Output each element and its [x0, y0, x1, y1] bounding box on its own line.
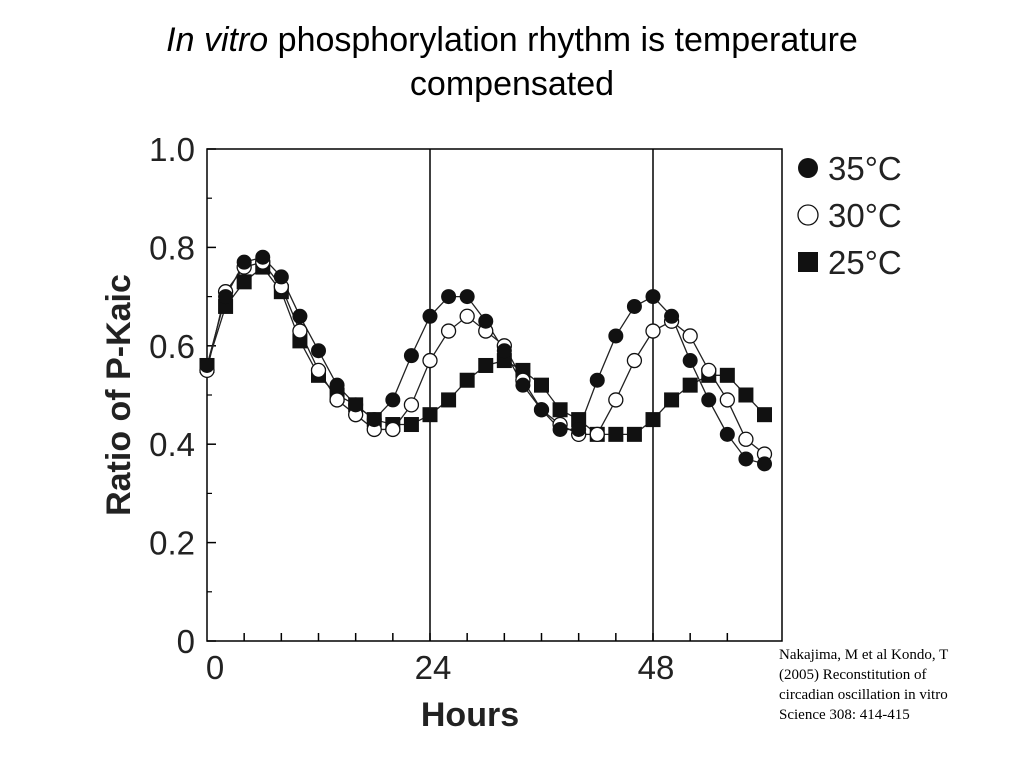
data-point: [273, 269, 289, 285]
data-point: [534, 402, 549, 418]
x-tick-label: 48: [638, 649, 675, 686]
legend-label: 35°C: [828, 150, 902, 187]
data-point: [310, 362, 327, 379]
data-point: [645, 323, 661, 339]
x-tick-label: 24: [415, 649, 452, 686]
data-point: [385, 392, 401, 408]
data-point: [682, 353, 698, 369]
data-point: [403, 348, 419, 364]
data-point: [626, 352, 643, 369]
plot-frame: [206, 148, 783, 642]
y-tick-label: 1.0: [149, 131, 195, 168]
data-point: [664, 308, 680, 324]
data-point: [403, 397, 420, 413]
data-point: [236, 274, 252, 290]
data-point: [366, 412, 382, 428]
y-tick-label: 0.2: [149, 525, 195, 562]
data-point: [738, 451, 754, 467]
citation-line: Nakajima, M et al Kondo, T: [779, 647, 949, 663]
data-point: [738, 387, 754, 403]
data-point: [515, 377, 531, 393]
data-point: [645, 412, 661, 428]
title-line-1: In vitro phosphorylation rhythm is tempe…: [0, 18, 1024, 62]
data-point: [682, 377, 698, 393]
data-point: [757, 407, 772, 423]
data-point: [738, 431, 754, 447]
data-point: [571, 421, 587, 437]
citation-line: (2005) Reconstitution of: [779, 667, 927, 683]
y-tick-label: 0.4: [149, 426, 195, 463]
data-point: [478, 313, 494, 329]
data-point: [403, 417, 419, 433]
data-point: [292, 308, 308, 324]
data-point: [440, 323, 457, 339]
legend: 35°C 30°C 25°C: [797, 150, 902, 281]
y-axis-ticks: 0 0.2 0.4 0.6 0.8 1.0: [149, 131, 216, 660]
data-point: [236, 254, 252, 270]
series-line: [206, 266, 765, 436]
data-point: [757, 456, 772, 472]
x-tick-label: 0: [206, 649, 224, 686]
data-point: [478, 357, 494, 373]
data-point: [459, 372, 475, 388]
vertical-reference-lines: [429, 149, 654, 641]
data-point: [311, 343, 326, 359]
data-point: [459, 308, 475, 324]
data-point: [441, 289, 457, 305]
data-point: [626, 426, 642, 442]
data-point: [589, 372, 605, 388]
data-point: [422, 308, 438, 324]
data-point: [664, 392, 680, 408]
data-point: [199, 357, 215, 373]
data-point: [422, 407, 438, 423]
data-point: [719, 426, 735, 442]
y-tick-label: 0.6: [149, 328, 195, 365]
data-point: [422, 352, 438, 369]
legend-marker: [798, 252, 818, 272]
y-tick-label: 0.8: [149, 229, 195, 266]
data-point: [608, 392, 624, 408]
data-point: [626, 298, 642, 314]
citation-line: Science 308: 414-415: [779, 707, 910, 723]
data-point: [459, 289, 475, 305]
data-point: [496, 343, 512, 359]
data-point: [385, 421, 401, 438]
y-tick-label: 0: [177, 623, 195, 660]
slide-title: In vitro phosphorylation rhythm is tempe…: [0, 18, 1024, 106]
data-point: [552, 402, 568, 418]
data-point: [682, 328, 698, 344]
data-point: [329, 392, 345, 408]
data-point: [218, 289, 234, 305]
data-point: [701, 392, 717, 408]
data-point: [608, 328, 624, 344]
data-point: [534, 377, 549, 393]
data-point: [645, 289, 661, 305]
series-points: [199, 249, 773, 472]
legend-marker: [798, 158, 818, 178]
data-point: [255, 249, 271, 265]
data-point: [719, 392, 735, 408]
legend-label: 30°C: [828, 197, 902, 234]
data-point: [552, 421, 568, 437]
data-point: [348, 397, 364, 413]
data-point: [329, 377, 345, 393]
y-axis-label: Ratio of P-Kaic: [100, 274, 138, 516]
title-line-2: compensated: [409, 65, 615, 103]
title-italic: In vitro: [166, 21, 269, 59]
data-point: [608, 426, 624, 442]
data-point: [292, 323, 308, 339]
legend-label: 25°C: [828, 244, 902, 281]
data-point: [701, 362, 717, 379]
title-rest: phosphorylation rhythm is temperature: [277, 21, 858, 59]
data-point: [719, 367, 735, 383]
citation-line: circadian oscillation in vitro: [779, 687, 948, 703]
x-axis-ticks: 0 24 48: [206, 633, 729, 686]
data-point: [441, 392, 457, 408]
legend-marker: [797, 204, 819, 226]
citation: Nakajima, M et al Kondo, T (2005) Recons…: [779, 645, 1014, 725]
data-point: [589, 426, 605, 443]
x-axis-label: Hours: [421, 696, 519, 734]
